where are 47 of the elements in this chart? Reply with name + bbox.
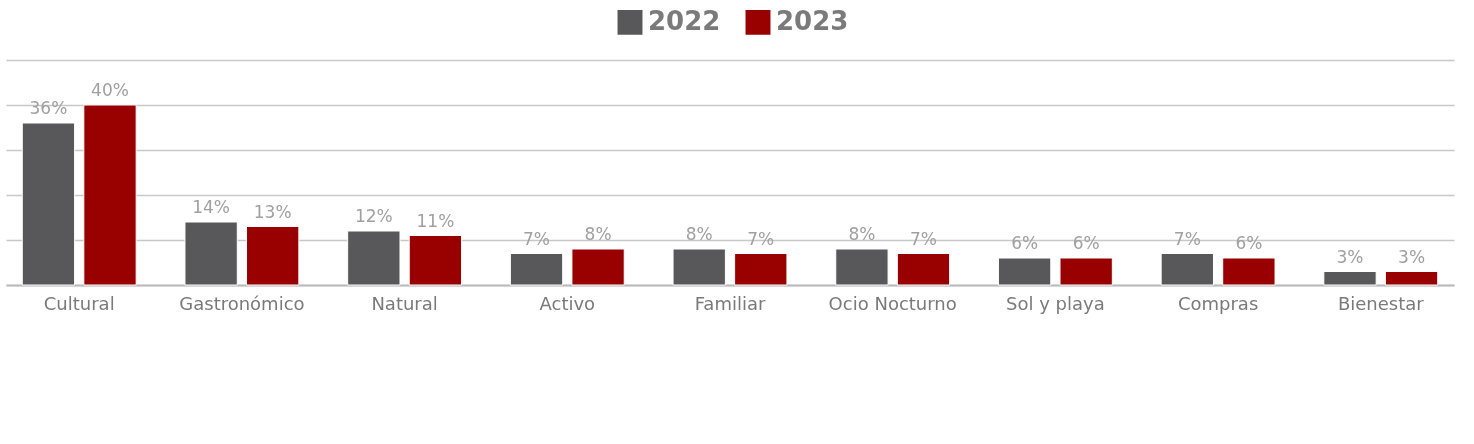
data-label: 7%: [909, 228, 937, 249]
data-label: 13%: [253, 201, 292, 222]
x-tick-label: Gastronómico: [179, 292, 305, 314]
bar: [1059, 257, 1113, 286]
bar: [347, 230, 401, 286]
x-tick-label: Sol y playa: [1006, 292, 1105, 314]
bar: [509, 253, 564, 286]
x-tick-label: Bienestar: [1337, 292, 1425, 314]
x-tick-label: Activo: [539, 292, 596, 314]
data-label: 7%: [523, 228, 551, 249]
legend-label: 2022: [648, 6, 721, 37]
bar: [246, 226, 300, 286]
data-label: 14%: [192, 197, 231, 217]
data-label: 6%: [1235, 233, 1263, 253]
x-tick-label: Cultural: [43, 292, 115, 314]
bar: [21, 122, 76, 286]
data-label: 3%: [1336, 246, 1364, 267]
data-label: 7%: [747, 228, 775, 249]
data-label: 6%: [1011, 233, 1039, 253]
bar: [835, 248, 889, 286]
bar: [408, 235, 463, 286]
bar: [1384, 271, 1439, 286]
data-label: 3%: [1398, 246, 1426, 267]
data-label: 8%: [848, 224, 876, 244]
x-tick-label: Natural: [371, 292, 438, 314]
bar: [184, 221, 238, 286]
bar: [1323, 271, 1377, 286]
data-label: 8%: [685, 224, 713, 244]
legend-label: 2023: [776, 6, 849, 37]
bar: [1160, 253, 1214, 286]
data-label: 8%: [584, 224, 612, 244]
x-tick-label: Familiar: [694, 292, 766, 314]
data-label: 7%: [1173, 228, 1201, 249]
bar: [734, 253, 788, 286]
data-label: 6%: [1072, 233, 1100, 253]
bar: [896, 253, 951, 286]
x-tick-label: Compras: [1177, 292, 1259, 314]
bar: [1222, 257, 1276, 286]
bar: [997, 257, 1052, 286]
bar: [571, 248, 625, 286]
data-label: 36%: [29, 98, 68, 118]
data-label: 40%: [91, 80, 129, 100]
data-label: 12%: [354, 206, 393, 226]
bar: [672, 248, 726, 286]
data-label: 11%: [416, 210, 455, 231]
bar: [83, 104, 137, 286]
x-tick-label: Ocio Nocturno: [828, 292, 957, 314]
